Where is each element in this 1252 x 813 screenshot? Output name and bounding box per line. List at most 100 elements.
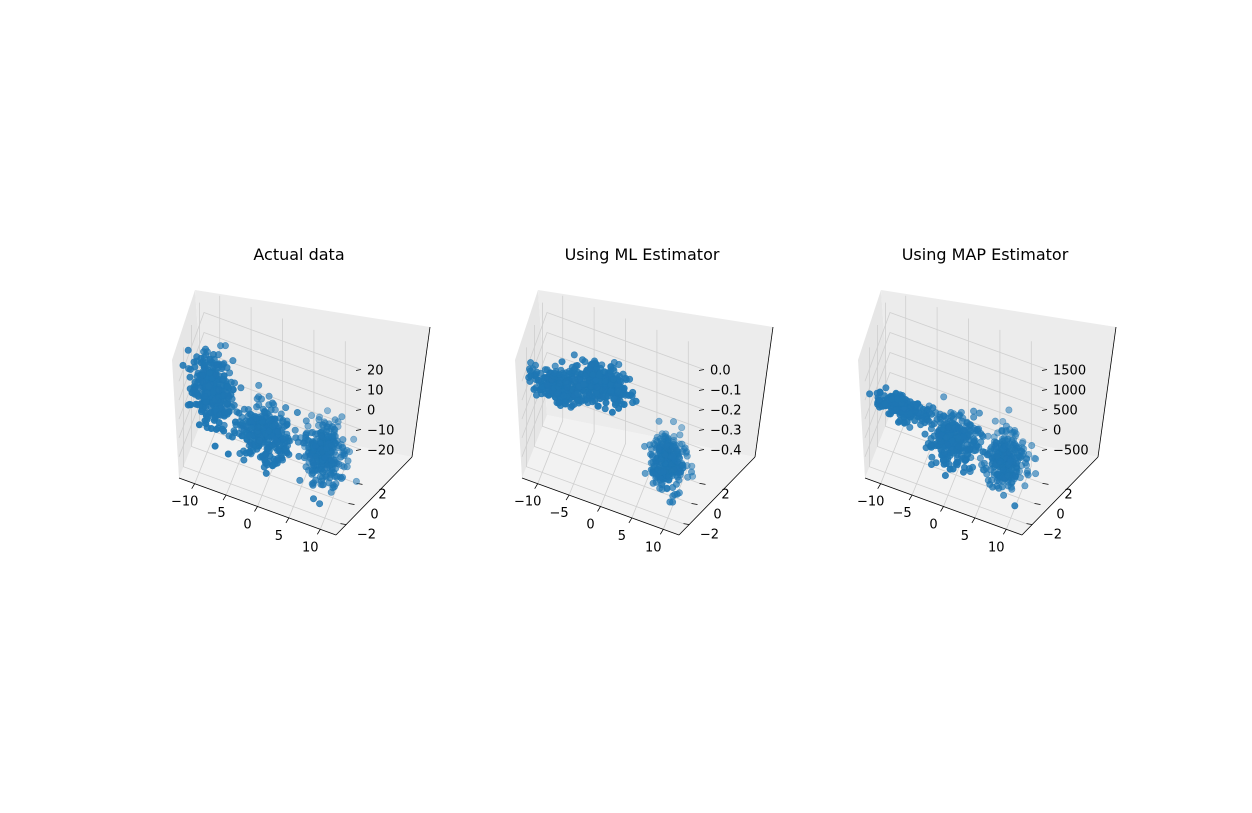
- data-point: [925, 402, 933, 410]
- data-point: [201, 392, 209, 400]
- data-point: [212, 405, 220, 413]
- data-point: [293, 408, 301, 416]
- data-point: [247, 450, 255, 458]
- data-point: [966, 431, 974, 439]
- x-tick: [316, 529, 321, 535]
- data-point: [664, 439, 672, 447]
- data-point: [237, 384, 245, 392]
- x-tick: [254, 506, 258, 512]
- data-point: [555, 371, 563, 379]
- subplot-map-estimator: Using MAP Estimator −10−50510−2021500100…: [857, 245, 1117, 555]
- data-point: [1012, 441, 1020, 449]
- data-point: [1028, 441, 1036, 449]
- z-gridline: [521, 311, 705, 382]
- data-point: [265, 427, 273, 435]
- x-tick-label: 0: [586, 518, 594, 533]
- data-point: [996, 457, 1004, 465]
- data-point: [215, 386, 223, 394]
- data-point: [221, 342, 229, 350]
- data-point: [350, 435, 358, 443]
- z-tick: [698, 389, 705, 391]
- subplot-title: Using ML Estimator: [565, 245, 720, 264]
- z-tick: [698, 449, 705, 451]
- x-tick-label: −5: [207, 506, 226, 521]
- data-point: [265, 392, 273, 400]
- data-point: [224, 408, 232, 416]
- data-point: [1022, 461, 1030, 469]
- y-tick-label: 2: [378, 487, 386, 502]
- subplot-title: Using MAP Estimator: [902, 245, 1069, 264]
- data-point: [940, 393, 948, 401]
- data-point: [541, 366, 549, 374]
- data-point: [1001, 436, 1009, 444]
- x-tick: [597, 506, 601, 512]
- data-point: [942, 433, 950, 441]
- data-point: [669, 453, 677, 461]
- data-point: [882, 384, 890, 392]
- data-point: [1006, 457, 1014, 465]
- data-point: [942, 413, 950, 421]
- data-point: [680, 445, 688, 453]
- data-point: [271, 406, 279, 414]
- y-tick: [348, 503, 355, 505]
- data-point: [676, 431, 684, 439]
- z-tick: [355, 409, 362, 411]
- x-tick: [534, 483, 539, 489]
- data-point: [527, 372, 535, 380]
- data-point: [866, 390, 874, 398]
- x-tick-label: 0: [929, 518, 937, 533]
- data-point: [881, 400, 889, 408]
- data-point: [215, 351, 223, 359]
- data-point: [301, 443, 309, 451]
- data-point: [944, 424, 952, 432]
- data-point: [927, 441, 935, 449]
- data-point: [309, 495, 317, 503]
- z-tick: [698, 409, 705, 411]
- floor-pane: [522, 415, 755, 535]
- y-tick: [1034, 503, 1041, 505]
- x-tick: [1002, 529, 1007, 535]
- data-point: [608, 408, 616, 416]
- z-gridline: [864, 351, 1048, 420]
- z-axis-line: [754, 326, 774, 458]
- left-wall-pane: [172, 290, 204, 478]
- data-point: [911, 417, 919, 425]
- data-point: [318, 421, 326, 429]
- data-point: [1021, 482, 1029, 490]
- x-tick: [940, 506, 944, 512]
- data-point: [185, 365, 193, 373]
- data-point: [307, 429, 315, 437]
- x-tick: [222, 494, 227, 501]
- data-point: [339, 436, 347, 444]
- data-point: [999, 417, 1007, 425]
- data-point: [286, 437, 294, 445]
- data-point: [325, 427, 333, 435]
- data-point: [926, 409, 934, 417]
- z-tick-label: −0.4: [710, 444, 742, 459]
- z-tick: [1041, 409, 1048, 411]
- x-tick-label: −10: [171, 495, 198, 510]
- data-point: [245, 441, 253, 449]
- x-gridline: [568, 307, 595, 496]
- data-point: [329, 481, 337, 489]
- data-point: [533, 391, 541, 399]
- data-point: [184, 346, 192, 354]
- data-point: [308, 411, 316, 419]
- z-tick: [1041, 369, 1048, 371]
- data-point: [641, 469, 649, 477]
- data-point: [224, 450, 232, 458]
- data-point: [621, 391, 629, 399]
- data-point: [1017, 453, 1025, 461]
- data-point: [224, 382, 232, 390]
- data-point: [327, 441, 335, 449]
- data-point: [668, 472, 676, 480]
- data-point: [932, 459, 940, 467]
- data-point: [959, 414, 967, 422]
- data-point: [262, 469, 270, 477]
- data-point: [332, 439, 340, 447]
- data-point: [876, 388, 884, 396]
- data-point: [675, 489, 683, 497]
- data-point: [673, 447, 681, 455]
- data-point: [326, 469, 334, 477]
- data-point: [614, 388, 622, 396]
